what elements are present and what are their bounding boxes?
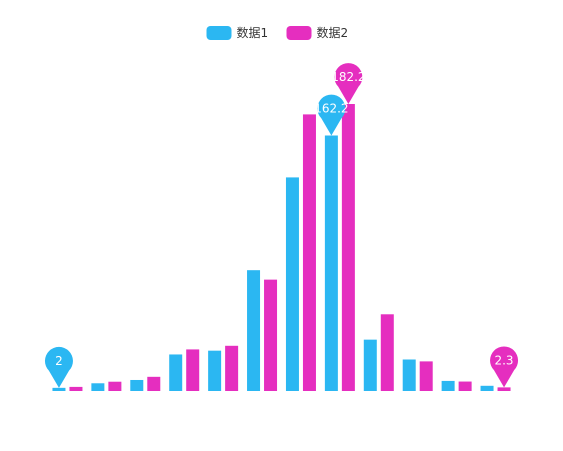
legend-swatch-series2[interactable]	[286, 26, 312, 40]
bar-series1-12[interactable]	[480, 385, 494, 391]
bar-series2-1[interactable]	[69, 386, 83, 391]
bar-series2-9[interactable]	[380, 314, 394, 391]
bar-series2-10[interactable]	[419, 361, 433, 391]
marker-pin-2	[317, 94, 346, 136]
bars	[52, 104, 511, 391]
legend-swatch-series1[interactable]	[206, 26, 232, 40]
marker-pin-4	[490, 346, 519, 388]
bar-series1-11[interactable]	[441, 380, 455, 391]
legend: 数据1 数据2	[206, 25, 349, 40]
bar-series2-8[interactable]	[341, 104, 355, 391]
bar-series1-10[interactable]	[402, 359, 416, 391]
bar-series2-3[interactable]	[147, 376, 161, 391]
bar-series1-4[interactable]	[169, 354, 183, 391]
bar-series1-5[interactable]	[208, 350, 222, 391]
bar-series1-7[interactable]	[285, 177, 299, 391]
bar-series1-1[interactable]	[52, 387, 66, 391]
marker-label-2: 162.2	[314, 102, 348, 116]
bar-series2-5[interactable]	[225, 345, 239, 391]
bar-series2-11[interactable]	[458, 381, 472, 391]
legend-label-series2[interactable]: 数据2	[317, 25, 349, 40]
marker-label-1: 2	[55, 354, 63, 368]
bar-series2-4[interactable]	[186, 349, 200, 391]
bar-series2-6[interactable]	[264, 279, 278, 391]
bar-series1-6[interactable]	[247, 270, 261, 391]
marker-pin-3	[334, 63, 363, 104]
bar-series2-7[interactable]	[302, 114, 316, 391]
marker-pin-1	[44, 346, 73, 388]
bar-series2-12[interactable]	[497, 387, 511, 391]
marker-label-4: 2.3	[494, 353, 513, 367]
bar-series1-9[interactable]	[363, 339, 377, 391]
marker-label-3: 182.2	[331, 70, 365, 84]
legend-label-series1[interactable]: 数据1	[237, 25, 269, 40]
bar-series1-2[interactable]	[91, 383, 105, 391]
marker-pins: 2 162.2 182.2 2.3	[44, 63, 519, 388]
bar-series1-3[interactable]	[130, 379, 144, 391]
bar-series1-8[interactable]	[324, 135, 338, 391]
bar-series2-2[interactable]	[108, 381, 122, 391]
